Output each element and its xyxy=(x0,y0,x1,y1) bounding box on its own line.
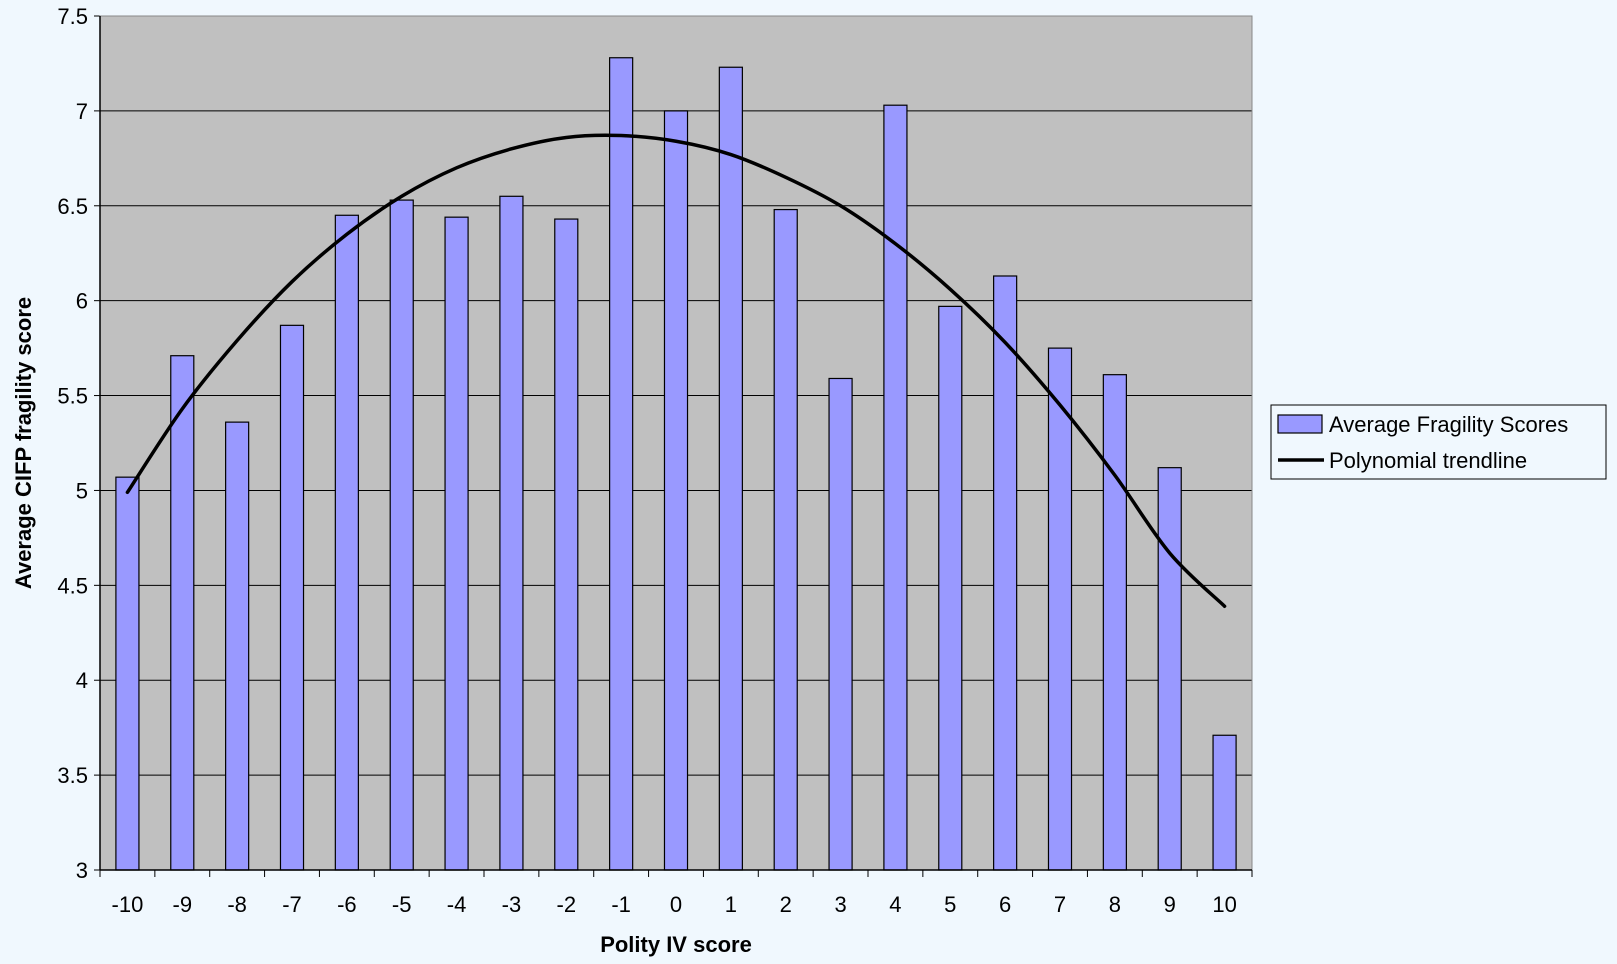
y-tick-label: 4.5 xyxy=(57,573,88,598)
y-tick-label: 3.5 xyxy=(57,763,88,788)
y-tick-label: 7.5 xyxy=(57,4,88,29)
y-tick-label: 7 xyxy=(76,99,88,124)
bar xyxy=(279,324,305,871)
legend-label-trendline: Polynomial trendline xyxy=(1329,448,1527,473)
trendline-series xyxy=(125,133,1227,608)
legend-label-bars: Average Fragility Scores xyxy=(1329,412,1568,437)
x-tick-label: 1 xyxy=(725,892,737,917)
bar xyxy=(225,421,250,871)
x-tick-label: 2 xyxy=(780,892,792,917)
x-tick-label: -3 xyxy=(502,892,522,917)
legend-bar-swatch-icon xyxy=(1277,414,1323,434)
bar xyxy=(993,275,1018,871)
x-tick-label: -2 xyxy=(557,892,577,917)
x-tick-label: 8 xyxy=(1109,892,1121,917)
x-tick-label: 5 xyxy=(944,892,956,917)
x-tick-label: 9 xyxy=(1164,892,1176,917)
y-tick-label: 6 xyxy=(76,289,88,314)
x-tick-label: -1 xyxy=(611,892,631,917)
bar xyxy=(1047,347,1073,871)
bar-series xyxy=(115,57,1237,871)
bar xyxy=(499,195,524,871)
y-axis-title: Average CIFP fragility score xyxy=(11,297,36,589)
bar xyxy=(718,66,743,871)
axes: 33.544.555.566.577.5-10 -9 -8 -7 -6 -5 -4 -3 -2-… xyxy=(57,4,1253,917)
y-tick-label: 6.5 xyxy=(57,194,88,219)
legend: Average Fragility Scores Polynomial tren… xyxy=(1270,404,1607,480)
x-tick-label: -8 xyxy=(227,892,247,917)
bar xyxy=(444,216,469,871)
y-tick-label: 3 xyxy=(76,858,88,883)
bar xyxy=(334,214,359,871)
bar xyxy=(883,104,908,871)
bar xyxy=(938,305,963,871)
bar xyxy=(773,208,798,871)
x-axis-title: Polity IV score xyxy=(600,932,752,957)
bar xyxy=(170,355,195,871)
x-tick-label: -9 xyxy=(173,892,193,917)
x-tick-label: 7 xyxy=(1054,892,1066,917)
x-tick-label: -7 xyxy=(282,892,302,917)
y-tick-label: 5.5 xyxy=(57,384,88,409)
bar xyxy=(554,218,579,871)
x-tick-label: 0 xyxy=(670,892,682,917)
bar xyxy=(1157,467,1182,871)
bar xyxy=(609,57,634,871)
x-tick-label: 4 xyxy=(889,892,901,917)
x-tick-label: 3 xyxy=(834,892,846,917)
legend-box xyxy=(1270,404,1607,480)
bar xyxy=(828,377,853,871)
x-tick-label: -6 xyxy=(337,892,357,917)
bar xyxy=(115,476,140,871)
bar xyxy=(663,110,689,871)
x-tick-label: -4 xyxy=(447,892,467,917)
bar xyxy=(389,199,414,871)
y-tick-label: 5 xyxy=(76,478,88,503)
bar xyxy=(1212,734,1237,871)
trendline-path xyxy=(125,133,1227,608)
x-tick-label: 10 xyxy=(1212,892,1236,917)
y-tick-label: 4 xyxy=(76,668,88,693)
bar xyxy=(1102,374,1127,871)
x-tick-label: -5 xyxy=(392,892,412,917)
x-tick-label: 6 xyxy=(999,892,1011,917)
x-tick-label: -10 xyxy=(112,892,144,917)
